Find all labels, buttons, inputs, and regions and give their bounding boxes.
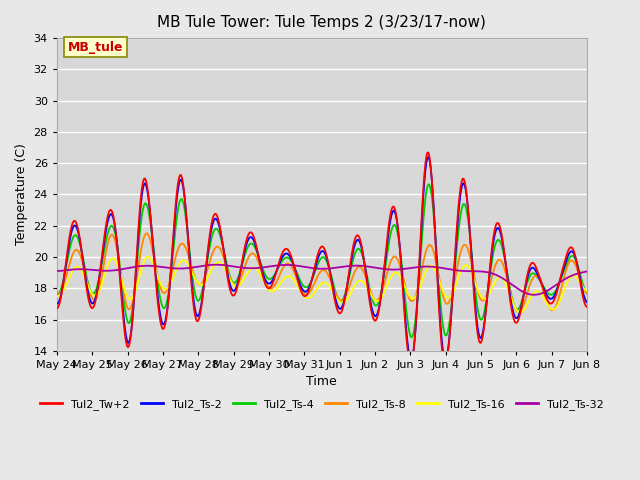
Title: MB Tule Tower: Tule Temps 2 (3/23/17-now): MB Tule Tower: Tule Temps 2 (3/23/17-now…: [157, 15, 486, 30]
X-axis label: Time: Time: [307, 375, 337, 388]
Text: MB_tule: MB_tule: [67, 41, 123, 54]
Legend: Tul2_Tw+2, Tul2_Ts-2, Tul2_Ts-4, Tul2_Ts-8, Tul2_Ts-16, Tul2_Ts-32: Tul2_Tw+2, Tul2_Ts-2, Tul2_Ts-4, Tul2_Ts…: [36, 394, 608, 414]
Y-axis label: Temperature (C): Temperature (C): [15, 144, 28, 245]
